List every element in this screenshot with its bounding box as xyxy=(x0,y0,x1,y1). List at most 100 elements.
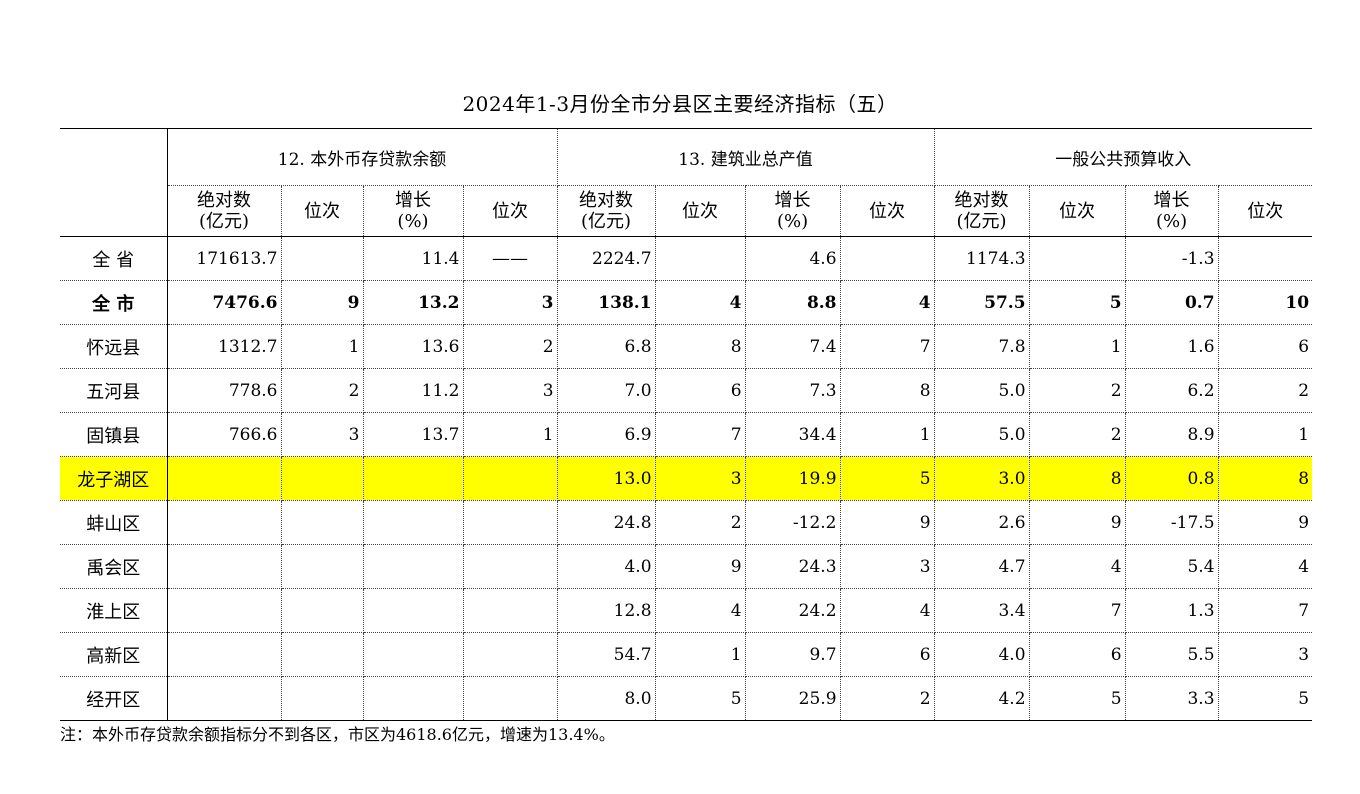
table-cell: 4.2 xyxy=(934,676,1030,721)
table-cell: 3.4 xyxy=(934,588,1030,633)
table-cell: -1.3 xyxy=(1125,236,1219,281)
table-cell: 5.5 xyxy=(1125,632,1219,677)
table-cell: 5 xyxy=(1029,280,1126,325)
table-cell: 34.4 xyxy=(745,412,841,457)
group-header-deposits-loans: 12. 本外币存贷款余额 xyxy=(167,128,558,186)
region-name: 经开区 xyxy=(60,676,168,721)
table-cell xyxy=(363,500,464,545)
table-cell: 4 xyxy=(655,280,746,325)
table-cell: 3 xyxy=(281,412,364,457)
region-name: 五河县 xyxy=(60,368,168,413)
table-cell: 4 xyxy=(655,588,746,633)
header-line: (%) xyxy=(397,211,429,232)
table-cell: 6 xyxy=(655,368,746,413)
table-cell: 6.8 xyxy=(557,324,656,369)
header-line: 增长 xyxy=(774,190,811,211)
construction-rank-header: 位次 xyxy=(840,185,935,237)
deposits-rank-header: 位次 xyxy=(281,185,364,237)
table-cell: 9 xyxy=(281,280,364,325)
table-cell: 54.7 xyxy=(557,632,656,677)
table-cell xyxy=(1029,236,1126,281)
table-cell: 4.0 xyxy=(934,632,1030,677)
table-cell xyxy=(281,500,364,545)
region-name: 龙子湖区 xyxy=(60,456,168,501)
region-name: 禹会区 xyxy=(60,544,168,589)
table-cell: 1174.3 xyxy=(934,236,1030,281)
header-line: 绝对数 xyxy=(954,190,1009,211)
header-line: (%) xyxy=(776,211,809,232)
table-cell: 19.9 xyxy=(745,456,841,501)
table-cell xyxy=(363,544,464,589)
group-header-public-budget: 一般公共预算收入 xyxy=(934,128,1313,186)
table-cell: 6.9 xyxy=(557,412,656,457)
region-name: 蚌山区 xyxy=(60,500,168,545)
table-cell xyxy=(281,456,364,501)
table-cell: 4 xyxy=(1218,544,1313,589)
table-cell: 6 xyxy=(840,632,935,677)
region-name: 全 省 xyxy=(60,236,168,281)
table-cell: 2 xyxy=(1029,368,1126,413)
table-cell xyxy=(363,676,464,721)
table-cell: 2 xyxy=(281,368,364,413)
table-cell: 2 xyxy=(655,500,746,545)
table-cell: 11.2 xyxy=(363,368,464,413)
table-title: 2024年1-3月份全市分县区主要经济指标（五） xyxy=(462,92,898,116)
header-line: (亿元) xyxy=(580,211,632,232)
table-cell: 3.3 xyxy=(1125,676,1219,721)
construction-absolute-header: 绝对数 (亿元) xyxy=(557,185,656,237)
construction-rank-header: 位次 xyxy=(655,185,746,237)
table-row: 怀远县 1312.7 1 13.6 2 6.8 8 7.4 7 7.8 1 1.6 6 xyxy=(60,324,1313,369)
table-cell: 171613.7 xyxy=(167,236,282,281)
table-cell: 8 xyxy=(1029,456,1126,501)
deposits-absolute-header: 绝对数 (亿元) xyxy=(167,185,282,237)
header-line: 绝对数 xyxy=(197,190,251,211)
table-cell xyxy=(281,632,364,677)
table-cell xyxy=(463,588,558,633)
table-cell xyxy=(167,632,282,677)
table-cell xyxy=(167,676,282,721)
table-cell: -12.2 xyxy=(745,500,841,545)
table-cell: 3.0 xyxy=(934,456,1030,501)
table-cell: 2 xyxy=(840,676,935,721)
table-row: 高新区 54.7 1 9.7 6 4.0 6 5.5 3 xyxy=(60,632,1313,677)
deposits-growth-header: 增长 (%) xyxy=(363,185,464,237)
table-cell: 3 xyxy=(840,544,935,589)
table-cell: 5 xyxy=(840,456,935,501)
table-cell xyxy=(167,588,282,633)
table-cell: 4 xyxy=(840,588,935,633)
table-cell: 5 xyxy=(1029,676,1126,721)
table-cell: 1 xyxy=(655,632,746,677)
table-cell: 0.8 xyxy=(1125,456,1219,501)
table-cell: 2224.7 xyxy=(557,236,656,281)
table-cell: 3 xyxy=(1218,632,1313,677)
table-row: 五河县 778.6 2 11.2 3 7.0 6 7.3 8 5.0 2 6.2 2 xyxy=(60,368,1313,413)
table-cell: 8 xyxy=(840,368,935,413)
table-cell: 7.0 xyxy=(557,368,656,413)
table-cell: 9 xyxy=(655,544,746,589)
table-cell: 10 xyxy=(1218,280,1313,325)
table-cell: 6 xyxy=(1218,324,1313,369)
table-cell: 7 xyxy=(1029,588,1126,633)
deposits-rank-header: 位次 xyxy=(463,185,558,237)
table-cell: —— xyxy=(463,236,558,281)
table-cell xyxy=(167,456,282,501)
header-line: (亿元) xyxy=(956,211,1007,232)
table-cell: 766.6 xyxy=(167,412,282,457)
table-cell xyxy=(463,500,558,545)
table-cell: 8.8 xyxy=(745,280,841,325)
table-cell xyxy=(840,236,935,281)
table-cell: 778.6 xyxy=(167,368,282,413)
table-row: 蚌山区 24.8 2 -12.2 9 2.6 9 -17.5 9 xyxy=(60,500,1313,545)
table-cell: 5 xyxy=(1218,676,1313,721)
table-cell: 25.9 xyxy=(745,676,841,721)
table-cell: 7 xyxy=(1218,588,1313,633)
table-cell: 13.0 xyxy=(557,456,656,501)
table-cell xyxy=(281,544,364,589)
table-cell: 13.6 xyxy=(363,324,464,369)
region-name: 怀远县 xyxy=(60,324,168,369)
table-cell xyxy=(463,676,558,721)
region-name: 高新区 xyxy=(60,632,168,677)
table-cell xyxy=(463,544,558,589)
table-row: 全 市 7476.6 9 13.2 3 138.1 4 8.8 4 57.5 5 0.7 10 xyxy=(60,280,1313,325)
table-cell: 7.3 xyxy=(745,368,841,413)
